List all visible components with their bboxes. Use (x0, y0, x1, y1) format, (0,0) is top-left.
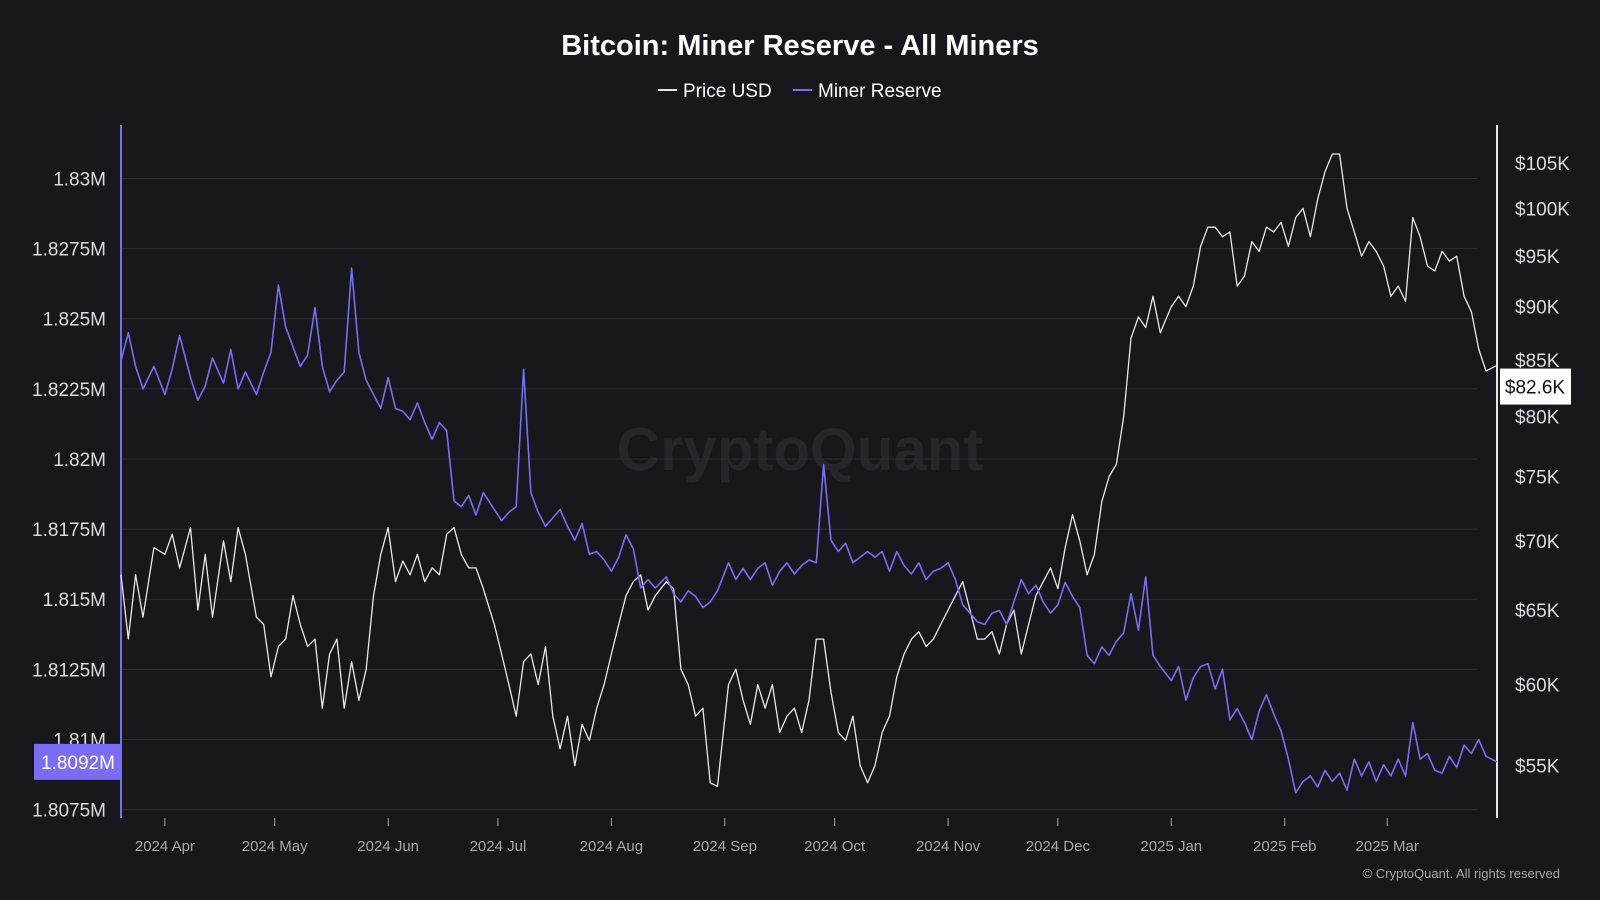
left-last-value-badge: 1.8092M (34, 743, 121, 780)
right-tick-label: $75K (1515, 468, 1560, 489)
x-tick-label: 2024 Aug (580, 838, 643, 855)
left-tick-label: 1.8175M (32, 520, 106, 541)
x-tick-label: 2024 Apr (135, 838, 195, 855)
legend-reserve-label[interactable]: Miner Reserve (818, 81, 942, 102)
right-last-value-label: $82.6K (1505, 378, 1566, 399)
right-tick-label: $65K (1515, 601, 1560, 622)
left-tick-label: 1.825M (43, 310, 106, 331)
right-tick-label: $100K (1515, 199, 1570, 220)
miner-reserve-series[interactable] (120, 267, 1498, 794)
right-axis: $55K $60K $65K $70K $75K $80K $85K $90K $95K $100… (1496, 125, 1570, 818)
left-axis: 1.8075M1.81M1.8125M1.815M1.8175M1.82M1.8… (32, 125, 122, 822)
left-tick-label: 1.8275M (32, 240, 106, 261)
left-tick-label: 1.82M (53, 450, 106, 471)
price-usd-series[interactable] (120, 153, 1498, 787)
watermark-text: CryptoQuant (617, 416, 984, 483)
right-tick-label: $55K (1515, 757, 1560, 778)
right-tick-label: $70K (1515, 532, 1560, 553)
right-last-value-badge: $82.6K (1500, 368, 1571, 405)
x-tick-label: 2024 Jun (357, 838, 419, 855)
left-tick-label: 1.8125M (32, 660, 106, 681)
left-tick-label: 1.8225M (32, 380, 106, 401)
x-tick-label: 2024 Jul (470, 838, 527, 855)
x-tick-label: 2024 Nov (916, 838, 981, 855)
x-tick-label: 2025 Mar (1356, 838, 1419, 855)
x-tick-label: 2025 Feb (1253, 838, 1316, 855)
right-tick-label: $95K (1515, 247, 1560, 268)
right-last-value-box (1500, 368, 1571, 405)
copyright-text: © CryptoQuant. All rights reserved (1363, 866, 1560, 881)
left-tick-label: 1.8075M (32, 801, 106, 822)
right-tick-label: $90K (1515, 298, 1560, 319)
right-tick-label: $60K (1515, 676, 1560, 697)
x-tick-label: 2024 Sep (693, 838, 757, 855)
x-tick-label: 2024 Dec (1026, 838, 1091, 855)
left-last-value-label: 1.8092M (41, 753, 115, 774)
left-tick-label: 1.83M (53, 169, 106, 190)
x-tick-label: 2024 May (242, 838, 308, 855)
x-tick-label: 2025 Jan (1140, 838, 1202, 855)
left-last-value-box (34, 743, 121, 780)
right-tick-label: $105K (1515, 154, 1570, 175)
left-tick-label: 1.815M (43, 590, 106, 611)
legend-price-label[interactable]: Price USD (683, 81, 772, 102)
x-axis: 2024 Apr 2024 May 2024 Jun 2024 Jul 2024 Aug… (135, 818, 1419, 855)
x-tick-label: 2024 Oct (804, 838, 866, 855)
legend: Price USD Miner Reserve (658, 81, 942, 102)
right-tick-label: $80K (1515, 407, 1560, 428)
right-tick-label: $85K (1515, 351, 1560, 372)
chart-title: Bitcoin: Miner Reserve - All Miners (561, 30, 1039, 62)
